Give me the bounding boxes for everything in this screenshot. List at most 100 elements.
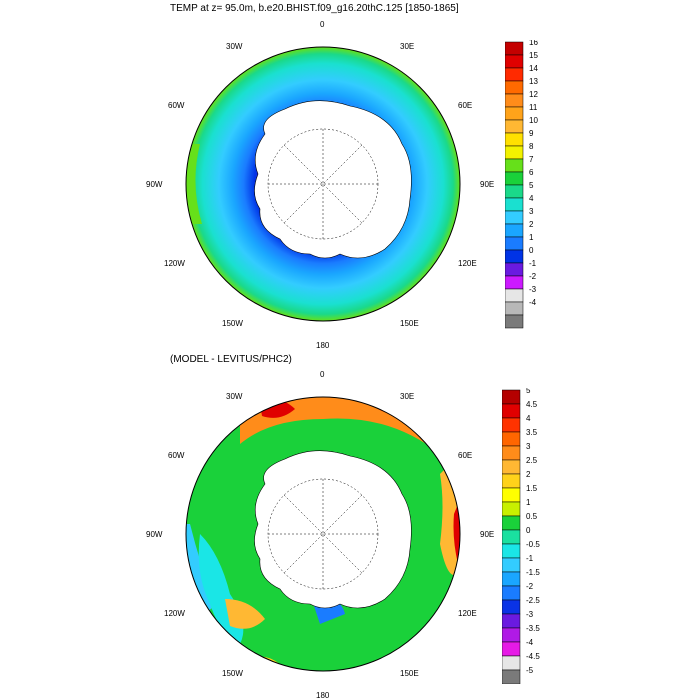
panel1-lon-60e: 60E	[458, 101, 472, 110]
panel1-colorbar-box	[505, 223, 524, 238]
panel2-colorbar-label: 3.5	[526, 428, 538, 437]
panel2-lon-120w: 120W	[164, 609, 185, 618]
panel2-colorbar-label: 1	[526, 498, 531, 507]
panel1-colorbar-box	[505, 249, 524, 264]
panel2-lon-30w: 30W	[226, 392, 243, 401]
panel1-lon-120w: 120W	[164, 259, 185, 268]
panel2-colorbar-box	[502, 529, 521, 545]
panel2-colorbar-box	[502, 557, 521, 573]
panel1-colorbar-box	[505, 80, 524, 95]
panel1-colorbar-label: 13	[529, 77, 538, 86]
panel1-colorbar-label: 6	[529, 168, 534, 177]
panel2-lon-90w: 90W	[146, 530, 163, 539]
panel2-lon-60w: 60W	[168, 451, 185, 460]
panel2-colorbar-label: -4.5	[526, 652, 540, 661]
panel2-graticule	[267, 478, 379, 590]
panel1-map: 0 30E 60E 90E 120E 150E 180 150W 120W 90…	[146, 20, 494, 350]
panel1-colorbar-label: 2	[529, 220, 534, 229]
panel1-colorbar-label: 11	[529, 103, 538, 112]
panel1-colorbar-box	[505, 145, 524, 160]
panel1-colorbar-label: 1	[529, 233, 534, 242]
panel1-colorbar-box	[505, 262, 524, 277]
panel2-lon-120e: 120E	[458, 609, 477, 618]
panel2-colorbar-label: 1.5	[526, 484, 538, 493]
panel2-colorbar-label: -0.5	[526, 540, 540, 549]
panel2-lon-150e: 150E	[400, 669, 419, 678]
panel1-colorbar-label: 12	[529, 90, 538, 99]
panel1-colorbar-box	[505, 314, 524, 329]
panel1-colorbar-label: -3	[529, 285, 537, 294]
panel2-colorbar-label: 0.5	[526, 512, 538, 521]
panel1-lon-90e: 90E	[480, 180, 494, 189]
panel1-colorbar-label: 0	[529, 246, 534, 255]
panel1-antarctica	[254, 100, 412, 259]
panel2-colorbar-label: -2	[526, 582, 534, 591]
panel1-lon-30w: 30W	[226, 42, 243, 51]
panel1-colorbar-box	[505, 288, 524, 303]
panel2-colorbar-label: 5	[526, 388, 531, 395]
panel2-colorbar-box	[502, 585, 521, 601]
panel1-lon-120e: 120E	[458, 259, 477, 268]
panel1-colorbar-box	[505, 132, 524, 147]
panel1-colorbar-label: 8	[529, 142, 534, 151]
panel2-colorbar-label: 2	[526, 470, 531, 479]
panel2-title: (MODEL - LEVITUS/PHC2)	[170, 354, 292, 365]
panel2-colorbar-box	[502, 501, 521, 517]
panel2-colorbar-box	[502, 613, 521, 629]
panel2-lon-0: 0	[320, 370, 325, 379]
panel2-colorbar-box	[502, 599, 521, 615]
panel2-colorbar-label: 0	[526, 526, 531, 535]
panel1-colorbar-label: 9	[529, 129, 534, 138]
panel2-lon-30e: 30E	[400, 392, 414, 401]
panel2-colorbar-box	[502, 627, 521, 643]
panel2-colorbar-box	[502, 655, 521, 671]
panel2-colorbar-label: 3	[526, 442, 531, 451]
panel2-colorbar-box	[502, 515, 521, 531]
panel1-colorbar-box	[505, 106, 524, 121]
panel2-colorbar-label: -3.5	[526, 624, 540, 633]
panel2-colorbar-label: 4	[526, 414, 531, 423]
panel1-colorbar-box	[505, 93, 524, 108]
panel2-lon-150w: 150W	[222, 669, 243, 678]
panel1-colorbar-label: 4	[529, 194, 534, 203]
panel1-lon-0: 0	[320, 20, 325, 29]
panel2-colorbar-label: -1.5	[526, 568, 540, 577]
panel2-colorbar-box	[502, 445, 521, 461]
panel2-colorbar-box	[502, 641, 521, 657]
panel2-colorbar-box	[502, 459, 521, 475]
panel2-lon-180: 180	[316, 691, 330, 700]
panel1-lon-30e: 30E	[400, 42, 414, 51]
panel2-colorbar-box	[502, 543, 521, 559]
panel1-colorbar-box	[505, 210, 524, 225]
panel2-colorbar-box	[502, 473, 521, 489]
panel2-map-border	[185, 396, 461, 672]
panel1-colorbar-label: 5	[529, 181, 534, 190]
panel1-lon-60w: 60W	[168, 101, 185, 110]
panel2-colorbar-box	[502, 487, 521, 503]
panel1-graticule	[267, 128, 379, 240]
panel2-colorbar-box	[502, 417, 521, 433]
panel2-colorbar-label: -4	[526, 638, 534, 647]
panel1-lon-150w: 150W	[222, 319, 243, 328]
panel1-map-border	[185, 46, 461, 322]
panel2-colorbar-box	[502, 431, 521, 447]
panel1-colorbar-label: -1	[529, 259, 537, 268]
panel2-antarctica	[254, 450, 412, 609]
panel1-colorbar-label: 3	[529, 207, 534, 216]
panel2-colorbar-label: -3	[526, 610, 534, 619]
panel2-lon-90e: 90E	[480, 530, 494, 539]
panel2-colorbar-box	[502, 571, 521, 587]
panel1-colorbar-label: 15	[529, 51, 538, 60]
panel1-colorbar-box	[505, 54, 524, 69]
panel1-colorbar-box	[505, 67, 524, 82]
panel2-colorbar-label: -2.5	[526, 596, 540, 605]
panel1-colorbar-label: 16	[529, 40, 538, 47]
panel2-colorbar-box	[502, 669, 521, 684]
panel1-colorbar-label: -4	[529, 298, 537, 307]
panel1-colorbar-label: -2	[529, 272, 537, 281]
panel2-colorbar-box	[502, 389, 521, 405]
panel1-colorbar-box	[505, 301, 524, 316]
panel1-colorbar-box	[505, 158, 524, 173]
panel2-colorbar: 5 4.5 4 3.5 3 2.5 2 1.5 1 0.5 0 -0.5 -1 -1.5 -2 -2.5 -3 -…	[502, 388, 540, 684]
